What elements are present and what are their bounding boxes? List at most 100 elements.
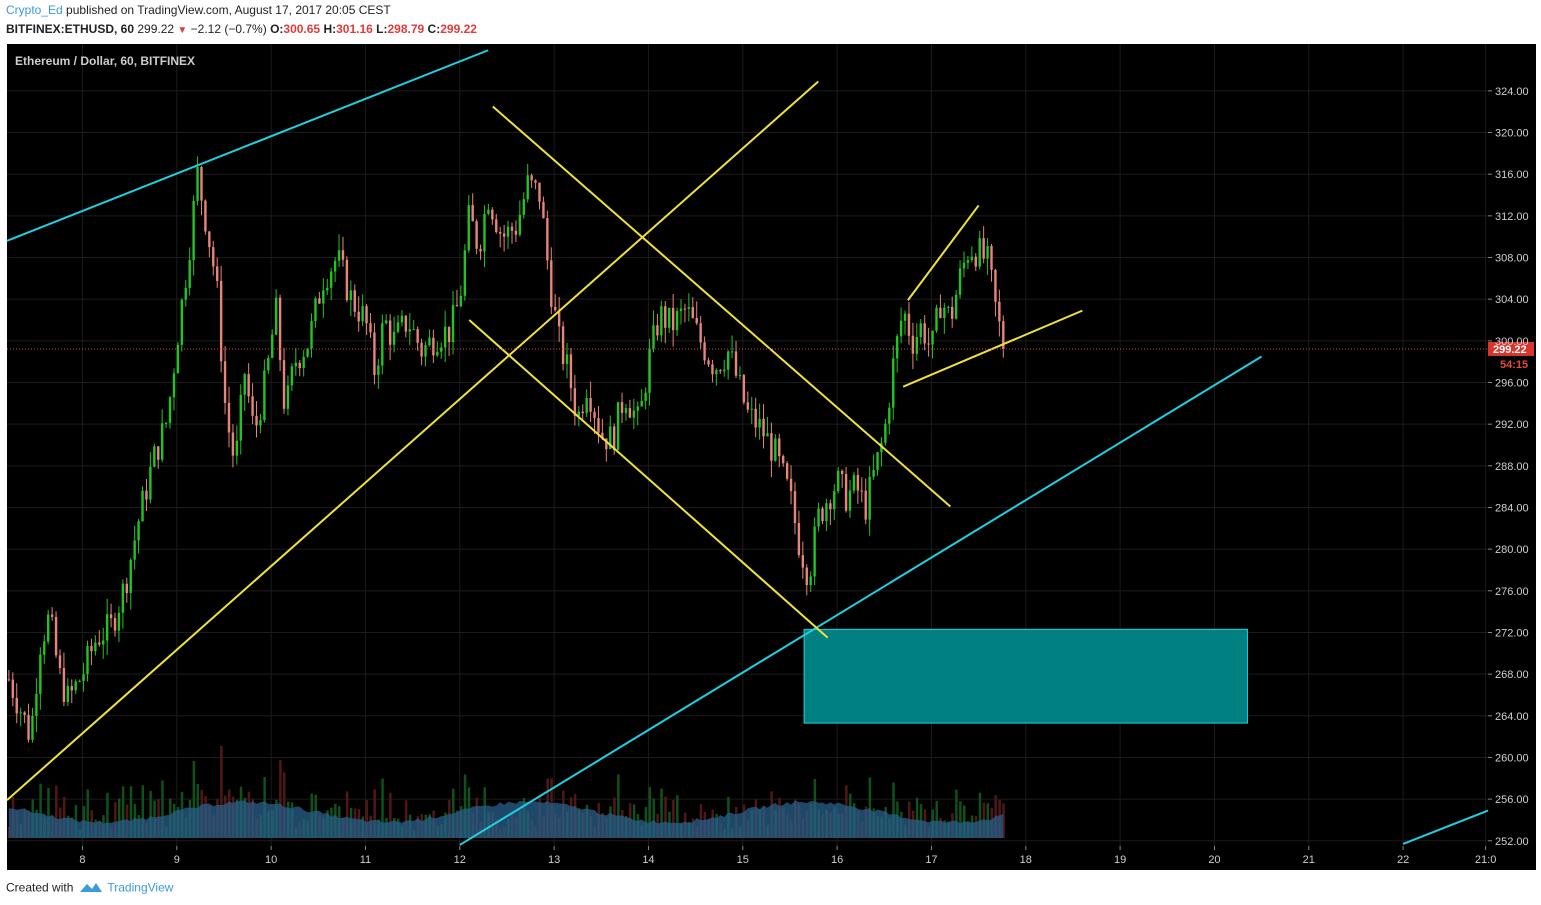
trendline-layer <box>6 49 1489 846</box>
candle-body <box>333 260 337 272</box>
candle-body <box>263 370 266 421</box>
candle-body <box>797 523 801 556</box>
candle-body <box>636 406 639 411</box>
candle-body <box>892 358 895 408</box>
candle-body <box>770 433 773 461</box>
candle-body <box>840 470 844 475</box>
candle-body <box>479 248 482 252</box>
candle-body <box>200 166 203 201</box>
candle-body <box>125 583 129 594</box>
yellow-trendline <box>468 319 829 639</box>
candle-body <box>789 478 793 492</box>
candle-body <box>895 336 899 359</box>
candle-body <box>597 418 600 433</box>
y-tick-label: 292.00 <box>1495 419 1529 431</box>
candle-body <box>471 205 474 222</box>
candle-body <box>212 247 215 267</box>
candle-body <box>648 348 651 393</box>
candle-body <box>774 438 777 461</box>
candle-body <box>990 245 993 270</box>
x-tick-label: 9 <box>174 854 180 866</box>
y-tick-label: 268.00 <box>1495 669 1529 681</box>
candle-body <box>935 307 938 331</box>
x-tick-label: 11 <box>360 854 371 866</box>
low-value: 298.79 <box>387 22 425 36</box>
candle-body <box>243 374 246 395</box>
candle-body <box>208 231 211 248</box>
candle-body <box>160 423 164 460</box>
candle-body <box>43 641 46 655</box>
candle-body <box>447 326 451 342</box>
candles-layer <box>7 156 1005 743</box>
candle-body <box>216 266 219 281</box>
candle-body <box>141 490 144 522</box>
candle-body <box>966 260 970 263</box>
candle-body <box>899 320 903 337</box>
x-tick-label: 13 <box>548 854 560 866</box>
zone-layer <box>803 628 1248 724</box>
volume-area <box>8 800 1004 838</box>
candle-body <box>231 432 235 456</box>
candle-body <box>149 466 152 500</box>
low-label: L: <box>376 22 388 36</box>
tradingview-link[interactable]: TradingView <box>107 880 174 895</box>
candle-body <box>310 320 313 349</box>
price-axis[interactable] <box>1488 44 1536 846</box>
candle-body <box>573 388 577 416</box>
candle-body <box>703 342 706 361</box>
candle-body <box>19 712 22 714</box>
candle-body <box>23 712 26 715</box>
candle-body <box>15 697 18 714</box>
candle-body <box>939 307 942 318</box>
candle-body <box>668 307 671 328</box>
candle-body <box>675 310 679 331</box>
candle-body <box>837 470 840 491</box>
author-link[interactable]: Crypto_Ed <box>6 3 63 17</box>
candle-body <box>109 614 113 619</box>
candle-body <box>864 490 867 520</box>
candle-body <box>82 674 85 682</box>
volume-bar <box>62 796 66 838</box>
candle-body <box>255 415 258 426</box>
candle-body <box>361 306 364 322</box>
candle-body <box>196 166 199 201</box>
candle-body <box>699 323 702 343</box>
volume-bar <box>672 800 675 838</box>
candle-body <box>463 250 467 296</box>
candle-body <box>467 205 470 251</box>
volume-layer <box>7 745 1005 838</box>
candle-body <box>385 320 388 324</box>
candle-body <box>278 297 282 361</box>
volume-bar <box>117 798 121 838</box>
candle-body <box>498 232 502 234</box>
candle-body <box>341 250 345 260</box>
x-tick-label: 10 <box>265 854 277 866</box>
candle-body <box>267 357 270 371</box>
last-price-tag <box>1488 341 1534 356</box>
x-tick-label: 18 <box>1020 854 1032 866</box>
time-axis[interactable] <box>7 846 1536 870</box>
candle-body <box>546 218 549 261</box>
candle-body <box>522 199 525 215</box>
candle-body <box>388 320 392 345</box>
candle-body <box>416 329 419 343</box>
volume-bar <box>220 745 223 838</box>
candle-body <box>750 408 753 410</box>
candle-body <box>707 360 710 365</box>
price-chart[interactable]: 299.22 54:15 252.00 256.00 260.00 264.00 268.… <box>0 0 1541 880</box>
candle-body <box>821 508 824 522</box>
volume-bar <box>915 797 919 838</box>
y-tick-label: 312.00 <box>1495 211 1529 223</box>
candle-body <box>911 335 915 354</box>
candle-body <box>829 503 832 510</box>
candle-body <box>451 305 455 342</box>
volume-bar <box>652 798 655 838</box>
high-value: 301.16 <box>336 22 373 36</box>
candle-body <box>365 306 368 324</box>
x-tick-label: 17 <box>925 854 937 866</box>
volume-bar <box>648 787 652 838</box>
candle-body <box>888 407 891 424</box>
candle-body <box>440 347 443 352</box>
candle-body <box>94 642 97 652</box>
candle-body <box>715 370 718 375</box>
